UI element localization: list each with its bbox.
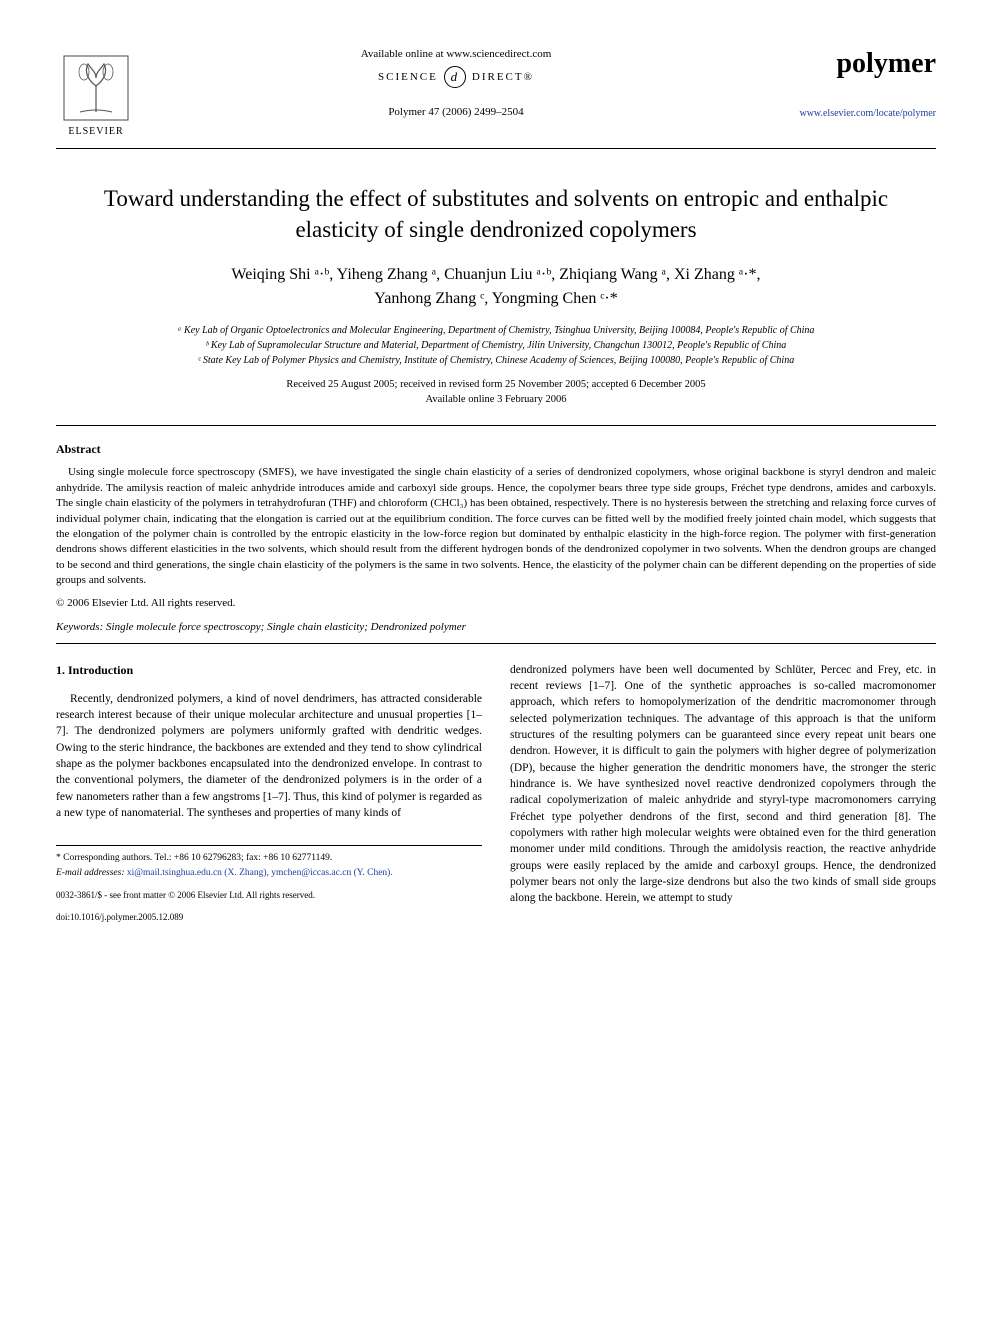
email-addresses[interactable]: xi@mail.tsinghua.edu.cn (X. Zhang), ymch… <box>127 868 393 878</box>
journal-logo-block: polymer www.elsevier.com/locate/polymer <box>776 48 936 119</box>
article-title: Toward understanding the effect of subst… <box>96 183 896 245</box>
pre-abstract-rule <box>56 425 936 426</box>
email-note: E-mail addresses: xi@mail.tsinghua.edu.c… <box>56 867 482 880</box>
sd-left-label: SCIENCE <box>378 71 438 83</box>
keywords-value: Single molecule force spectroscopy; Sing… <box>106 621 466 633</box>
body-columns: 1. Introduction Recently, dendronized po… <box>56 662 936 924</box>
right-column: dendronized polymers have been well docu… <box>510 662 936 924</box>
intro-para-left: Recently, dendronized polymers, a kind o… <box>56 691 482 822</box>
publication-dates: Received 25 August 2005; received in rev… <box>56 378 936 407</box>
page-header: ELSEVIER Available online at www.science… <box>56 48 936 140</box>
affiliation-b: ᵇ Key Lab of Supramolecular Structure an… <box>56 338 936 353</box>
sciencedirect-logo: SCIENCE d DIRECT® <box>378 66 534 88</box>
elsevier-tree-icon <box>60 52 132 124</box>
journal-reference: Polymer 47 (2006) 2499–2504 <box>156 106 756 118</box>
authors-line-2: Yanhong Zhang ᶜ, Yongming Chen ᶜ·* <box>56 287 936 311</box>
copyright-line: © 2006 Elsevier Ltd. All rights reserved… <box>56 597 936 609</box>
keywords: Keywords: Single molecule force spectros… <box>56 621 936 633</box>
elsevier-logo: ELSEVIER <box>56 48 136 140</box>
authors: Weiqing Shi ᵃ·ᵇ, Yiheng Zhang ᵃ, Chuanju… <box>56 263 936 311</box>
keywords-label: Keywords: <box>56 621 103 633</box>
received-date: Received 25 August 2005; received in rev… <box>56 378 936 393</box>
affiliations: ᵃ Key Lab of Organic Optoelectronics and… <box>56 323 936 368</box>
elsevier-label: ELSEVIER <box>68 126 123 137</box>
intro-para-right: dendronized polymers have been well docu… <box>510 662 936 907</box>
doi-line: doi:10.1016/j.polymer.2005.12.089 <box>56 912 482 924</box>
available-online-text: Available online at www.sciencedirect.co… <box>156 48 756 60</box>
footnotes-block: * Corresponding authors. Tel.: +86 10 62… <box>56 845 482 923</box>
abstract-body: Using single molecule force spectroscopy… <box>56 465 936 588</box>
affiliation-a: ᵃ Key Lab of Organic Optoelectronics and… <box>56 323 936 338</box>
sd-circle-icon: d <box>444 66 466 88</box>
abstract-heading: Abstract <box>56 442 936 457</box>
corresponding-author-note: * Corresponding authors. Tel.: +86 10 62… <box>56 852 482 865</box>
journal-title: polymer <box>776 48 936 80</box>
issn-line: 0032-3861/$ - see front matter © 2006 El… <box>56 890 482 902</box>
left-column: 1. Introduction Recently, dendronized po… <box>56 662 482 924</box>
sd-right-label: DIRECT® <box>472 71 534 83</box>
post-abstract-rule <box>56 643 936 644</box>
journal-url[interactable]: www.elsevier.com/locate/polymer <box>776 108 936 119</box>
online-date: Available online 3 February 2006 <box>56 393 936 408</box>
intro-heading: 1. Introduction <box>56 662 482 679</box>
header-center: Available online at www.sciencedirect.co… <box>136 48 776 118</box>
email-label: E-mail addresses: <box>56 868 125 878</box>
affiliation-c: ᶜ State Key Lab of Polymer Physics and C… <box>56 353 936 368</box>
header-rule <box>56 148 936 149</box>
authors-line-1: Weiqing Shi ᵃ·ᵇ, Yiheng Zhang ᵃ, Chuanju… <box>56 263 936 287</box>
